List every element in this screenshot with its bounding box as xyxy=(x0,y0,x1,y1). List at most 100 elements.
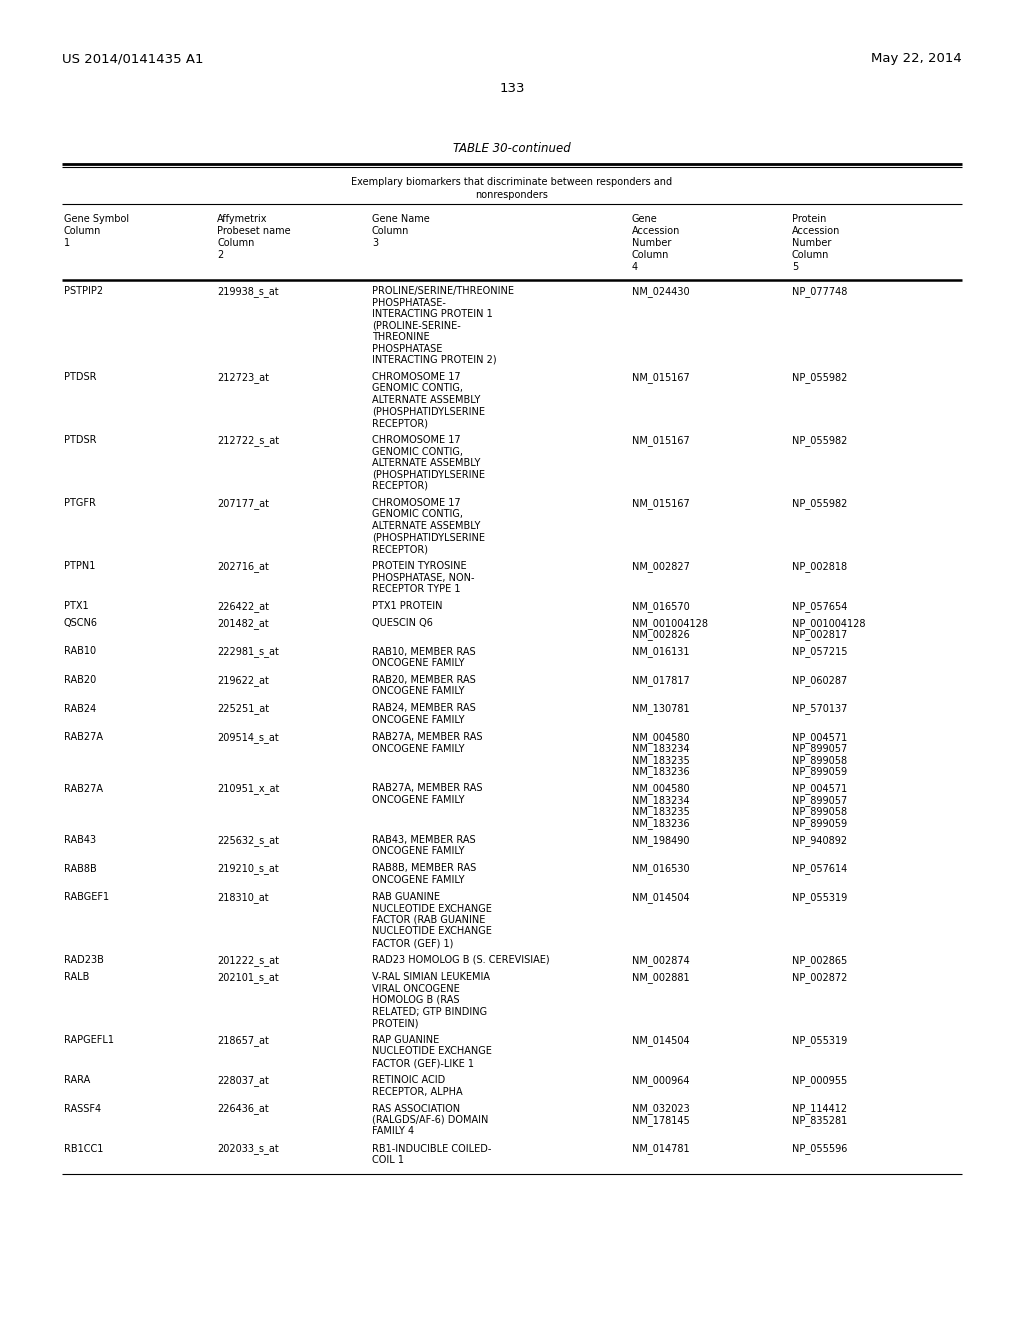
Text: NP_570137: NP_570137 xyxy=(792,704,848,714)
Text: Column: Column xyxy=(217,238,254,248)
Text: 4: 4 xyxy=(632,261,638,272)
Text: QSCN6: QSCN6 xyxy=(63,618,98,628)
Text: Probeset name: Probeset name xyxy=(217,226,291,236)
Text: 219622_at: 219622_at xyxy=(217,675,269,686)
Text: RARA: RARA xyxy=(63,1074,90,1085)
Text: CHROMOSOME 17: CHROMOSOME 17 xyxy=(372,498,461,508)
Text: (RALGDS/AF-6) DOMAIN: (RALGDS/AF-6) DOMAIN xyxy=(372,1115,488,1125)
Text: NP_899057: NP_899057 xyxy=(792,743,847,755)
Text: NM_017817: NM_017817 xyxy=(632,675,690,686)
Text: PTPN1: PTPN1 xyxy=(63,561,95,572)
Text: RELATED; GTP BINDING: RELATED; GTP BINDING xyxy=(372,1006,487,1016)
Text: PHOSPHATASE-: PHOSPHATASE- xyxy=(372,297,445,308)
Text: NP_899059: NP_899059 xyxy=(792,767,847,777)
Text: RAB20: RAB20 xyxy=(63,675,96,685)
Text: NP_940892: NP_940892 xyxy=(792,836,847,846)
Text: PTDSR: PTDSR xyxy=(63,436,96,445)
Text: RAB24, MEMBER RAS: RAB24, MEMBER RAS xyxy=(372,704,476,714)
Text: PTX1: PTX1 xyxy=(63,601,89,611)
Text: PSTPIP2: PSTPIP2 xyxy=(63,286,103,296)
Text: 218310_at: 218310_at xyxy=(217,892,268,903)
Text: FACTOR (RAB GUANINE: FACTOR (RAB GUANINE xyxy=(372,915,485,925)
Text: May 22, 2014: May 22, 2014 xyxy=(871,51,962,65)
Text: NM_032023: NM_032023 xyxy=(632,1104,690,1114)
Text: 2: 2 xyxy=(217,249,223,260)
Text: 226422_at: 226422_at xyxy=(217,601,269,612)
Text: PROTEIN TYROSINE: PROTEIN TYROSINE xyxy=(372,561,467,572)
Text: RAB27A: RAB27A xyxy=(63,784,103,793)
Text: NM_002881: NM_002881 xyxy=(632,972,689,983)
Text: RAB27A, MEMBER RAS: RAB27A, MEMBER RAS xyxy=(372,784,482,793)
Text: PTX1 PROTEIN: PTX1 PROTEIN xyxy=(372,601,442,611)
Text: RB1CC1: RB1CC1 xyxy=(63,1143,103,1154)
Text: NM_024430: NM_024430 xyxy=(632,286,689,297)
Text: NM_183235: NM_183235 xyxy=(632,755,690,766)
Text: NP_004571: NP_004571 xyxy=(792,733,847,743)
Text: Column: Column xyxy=(632,249,670,260)
Text: RAS ASSOCIATION: RAS ASSOCIATION xyxy=(372,1104,460,1114)
Text: RECEPTOR): RECEPTOR) xyxy=(372,480,428,491)
Text: NM_000964: NM_000964 xyxy=(632,1074,689,1086)
Text: 228037_at: 228037_at xyxy=(217,1074,269,1086)
Text: (PHOSPHATIDYLSERINE: (PHOSPHATIDYLSERINE xyxy=(372,470,485,479)
Text: RAB10: RAB10 xyxy=(63,647,96,656)
Text: NP_055319: NP_055319 xyxy=(792,892,847,903)
Text: QUESCIN Q6: QUESCIN Q6 xyxy=(372,618,433,628)
Text: 202101_s_at: 202101_s_at xyxy=(217,972,279,983)
Text: 219938_s_at: 219938_s_at xyxy=(217,286,279,297)
Text: INTERACTING PROTEIN 2): INTERACTING PROTEIN 2) xyxy=(372,355,497,366)
Text: 3: 3 xyxy=(372,238,378,248)
Text: FACTOR (GEF) 1): FACTOR (GEF) 1) xyxy=(372,939,454,948)
Text: NUCLEOTIDE EXCHANGE: NUCLEOTIDE EXCHANGE xyxy=(372,927,492,936)
Text: V-RAL SIMIAN LEUKEMIA: V-RAL SIMIAN LEUKEMIA xyxy=(372,972,490,982)
Text: NM_004580: NM_004580 xyxy=(632,733,689,743)
Text: Accession: Accession xyxy=(632,226,680,236)
Text: Accession: Accession xyxy=(792,226,841,236)
Text: ONCOGENE FAMILY: ONCOGENE FAMILY xyxy=(372,795,465,805)
Text: Column: Column xyxy=(792,249,829,260)
Text: ONCOGENE FAMILY: ONCOGENE FAMILY xyxy=(372,743,465,754)
Text: NM_014504: NM_014504 xyxy=(632,1035,689,1045)
Text: 212723_at: 212723_at xyxy=(217,372,269,383)
Text: NM_002827: NM_002827 xyxy=(632,561,690,572)
Text: RECEPTOR): RECEPTOR) xyxy=(372,544,428,554)
Text: ONCOGENE FAMILY: ONCOGENE FAMILY xyxy=(372,657,465,668)
Text: (PHOSPHATIDYLSERINE: (PHOSPHATIDYLSERINE xyxy=(372,407,485,417)
Text: TABLE 30-continued: TABLE 30-continued xyxy=(454,143,570,154)
Text: NM_015167: NM_015167 xyxy=(632,498,690,510)
Text: PTDSR: PTDSR xyxy=(63,372,96,381)
Text: Gene: Gene xyxy=(632,214,657,224)
Text: NM_016131: NM_016131 xyxy=(632,647,689,657)
Text: ALTERNATE ASSEMBLY: ALTERNATE ASSEMBLY xyxy=(372,395,480,405)
Text: 222981_s_at: 222981_s_at xyxy=(217,647,279,657)
Text: NM_002826: NM_002826 xyxy=(632,630,690,640)
Text: RAD23B: RAD23B xyxy=(63,954,103,965)
Text: 207177_at: 207177_at xyxy=(217,498,269,510)
Text: Gene Name: Gene Name xyxy=(372,214,430,224)
Text: 212722_s_at: 212722_s_at xyxy=(217,436,280,446)
Text: RAB43: RAB43 xyxy=(63,836,96,845)
Text: NP_899057: NP_899057 xyxy=(792,795,847,807)
Text: NM_001004128: NM_001004128 xyxy=(632,618,708,628)
Text: 210951_x_at: 210951_x_at xyxy=(217,784,280,795)
Text: HOMOLOG B (RAS: HOMOLOG B (RAS xyxy=(372,995,460,1005)
Text: GENOMIC CONTIG,: GENOMIC CONTIG, xyxy=(372,446,463,457)
Text: 226436_at: 226436_at xyxy=(217,1104,268,1114)
Text: RAB20, MEMBER RAS: RAB20, MEMBER RAS xyxy=(372,675,476,685)
Text: NP_002818: NP_002818 xyxy=(792,561,847,572)
Text: NP_055982: NP_055982 xyxy=(792,436,848,446)
Text: NM_014504: NM_014504 xyxy=(632,892,689,903)
Text: PHOSPHATASE, NON-: PHOSPHATASE, NON- xyxy=(372,573,474,582)
Text: RAB43, MEMBER RAS: RAB43, MEMBER RAS xyxy=(372,836,475,845)
Text: CHROMOSOME 17: CHROMOSOME 17 xyxy=(372,436,461,445)
Text: RETINOIC ACID: RETINOIC ACID xyxy=(372,1074,445,1085)
Text: ONCOGENE FAMILY: ONCOGENE FAMILY xyxy=(372,846,465,857)
Text: NP_835281: NP_835281 xyxy=(792,1115,847,1126)
Text: 202716_at: 202716_at xyxy=(217,561,269,572)
Text: 219210_s_at: 219210_s_at xyxy=(217,863,279,874)
Text: NM_016570: NM_016570 xyxy=(632,601,690,612)
Text: RABGEF1: RABGEF1 xyxy=(63,892,110,902)
Text: 202033_s_at: 202033_s_at xyxy=(217,1143,279,1155)
Text: NP_060287: NP_060287 xyxy=(792,675,847,686)
Text: NP_055319: NP_055319 xyxy=(792,1035,847,1045)
